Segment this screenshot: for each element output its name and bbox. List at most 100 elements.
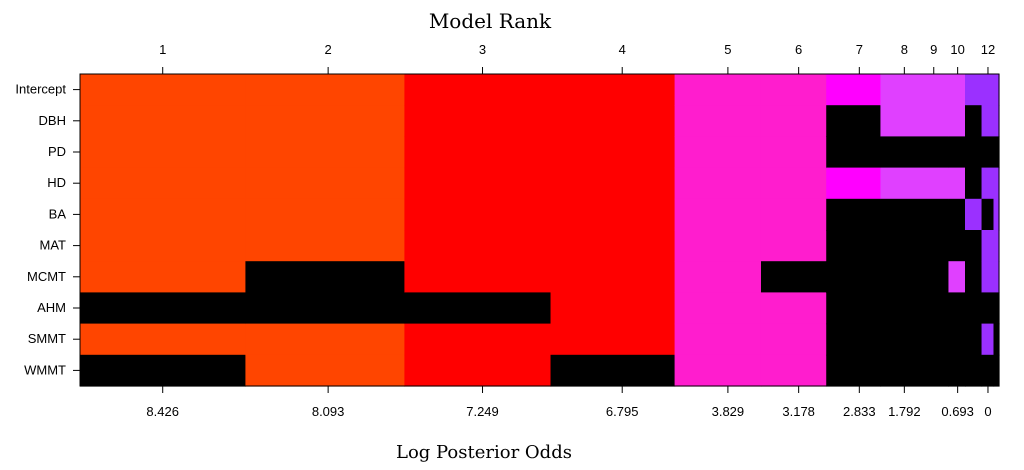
cell-mcmt-col-4 [674,261,762,293]
row-label-smmt: SMMT [28,331,66,346]
row-label-ba: BA [49,206,67,221]
rank-label-4: 4 [619,42,626,57]
cell-pd-col-9 [965,136,983,169]
cell-ahm-col-6 [826,292,882,325]
cell-smmt-col-6 [826,323,882,356]
cell-hd-col-4 [674,167,762,200]
cell-ba-col-7 [880,198,950,231]
row-label-ahm: AHM [37,300,66,315]
odds-label-3: 6.795 [606,404,639,419]
cell-wmmt-col-7 [880,354,950,387]
cell-pd-col-8 [948,136,966,169]
cell-mcmt-col-7 [880,261,950,293]
cell-wmmt-col-10 [981,354,995,387]
cell-pd-col-0 [80,136,247,169]
cell-pd-col-5 [760,136,827,169]
cell-ahm-col-5 [760,292,827,325]
cell-ba-col-1 [245,198,406,231]
rank-label-1: 1 [159,42,166,57]
cell-ahm-col-11 [993,292,1000,325]
cell-hd-col-0 [80,167,247,200]
cell-intercept-col-2 [404,74,552,106]
cell-mat-col-5 [760,230,827,262]
rank-label-3: 3 [479,42,486,57]
row-label-wmmt: WMMT [24,362,66,377]
row-label-hd: HD [47,175,66,190]
log-posterior-odds-axis: 8.426 8.093 7.249 6.795 3.829 3.178 2.833 1.792… [146,386,992,419]
cell-ahm-col-0 [80,292,247,325]
cell-smmt-col-0 [80,323,247,356]
cell-dbh-col-8 [948,105,966,137]
cell-ba-col-6 [826,198,882,231]
cell-pd-col-2 [404,136,552,169]
cell-hd-col-2 [404,167,552,200]
cell-ba-col-5 [760,198,827,231]
cell-ba-col-10 [981,198,995,231]
odds-label-1: 8.093 [312,404,345,419]
cell-smmt-col-3 [550,323,676,356]
odds-label-5: 3.178 [782,404,815,419]
cell-smmt-col-5 [760,323,827,356]
cell-mat-col-1 [245,230,406,262]
cell-dbh-col-4 [674,105,762,137]
chart-title: Model Rank [429,9,552,33]
cell-pd-col-4 [674,136,762,169]
variable-labels: Intercept DBH PD HD BA MAT MCMT AHM SMMT WMMT [15,82,80,377]
odds-label-8: 0.693 [941,404,974,419]
cell-wmmt-col-6 [826,354,882,387]
cell-hd-col-11 [993,167,1000,200]
cell-mat-col-0 [80,230,247,262]
cell-pd-col-11 [993,136,1000,169]
cell-mat-col-9 [965,230,983,262]
cell-wmmt-col-5 [760,354,827,387]
cell-mcmt-col-9 [965,261,983,293]
cell-ba-col-11 [993,198,1000,231]
cell-intercept-col-8 [948,74,966,106]
cell-intercept-col-10 [981,74,995,106]
cell-mcmt-col-6 [826,261,882,293]
cell-wmmt-col-1 [245,354,406,387]
row-label-mcmt: MCMT [27,269,66,284]
cell-mat-col-3 [550,230,676,262]
cell-ahm-col-9 [965,292,983,325]
rank-label-2: 2 [325,42,332,57]
cell-hd-col-8 [948,167,966,200]
cell-mcmt-col-3 [550,261,676,293]
rank-label-9: 9 [930,42,937,57]
cell-ahm-col-8 [948,292,966,325]
cell-wmmt-col-3 [550,354,676,387]
cell-mcmt-col-11 [993,261,1000,293]
cell-mcmt-col-2 [404,261,552,293]
rank-label-8: 8 [901,42,908,57]
cell-smmt-col-4 [674,323,762,356]
cell-mat-col-2 [404,230,552,262]
cell-dbh-col-10 [981,105,995,137]
cell-intercept-col-7 [880,74,950,106]
cell-dbh-col-2 [404,105,552,137]
odds-label-6: 2.833 [843,404,876,419]
cell-dbh-col-0 [80,105,247,137]
cell-pd-col-7 [880,136,950,169]
cell-pd-col-10 [981,136,995,169]
cell-ahm-col-2 [404,292,552,325]
cell-dbh-col-7 [880,105,950,137]
cell-hd-col-7 [880,167,950,200]
cell-mat-col-8 [948,230,966,262]
cell-ahm-col-1 [245,292,406,325]
cell-mat-col-11 [993,230,1000,262]
rank-label-5: 5 [724,42,731,57]
cell-mcmt-col-1 [245,261,406,293]
row-label-intercept: Intercept [15,82,66,97]
cell-smmt-col-1 [245,323,406,356]
cell-ahm-col-10 [981,292,995,325]
cell-mcmt-col-8 [948,261,966,293]
cell-hd-col-10 [981,167,995,200]
rank-label-6: 6 [795,42,802,57]
cell-wmmt-col-4 [674,354,762,387]
rank-label-7: 7 [856,42,863,57]
cell-hd-col-1 [245,167,406,200]
rank-label-12: 12 [981,42,995,57]
cell-mat-col-4 [674,230,762,262]
cell-pd-col-6 [826,136,882,169]
